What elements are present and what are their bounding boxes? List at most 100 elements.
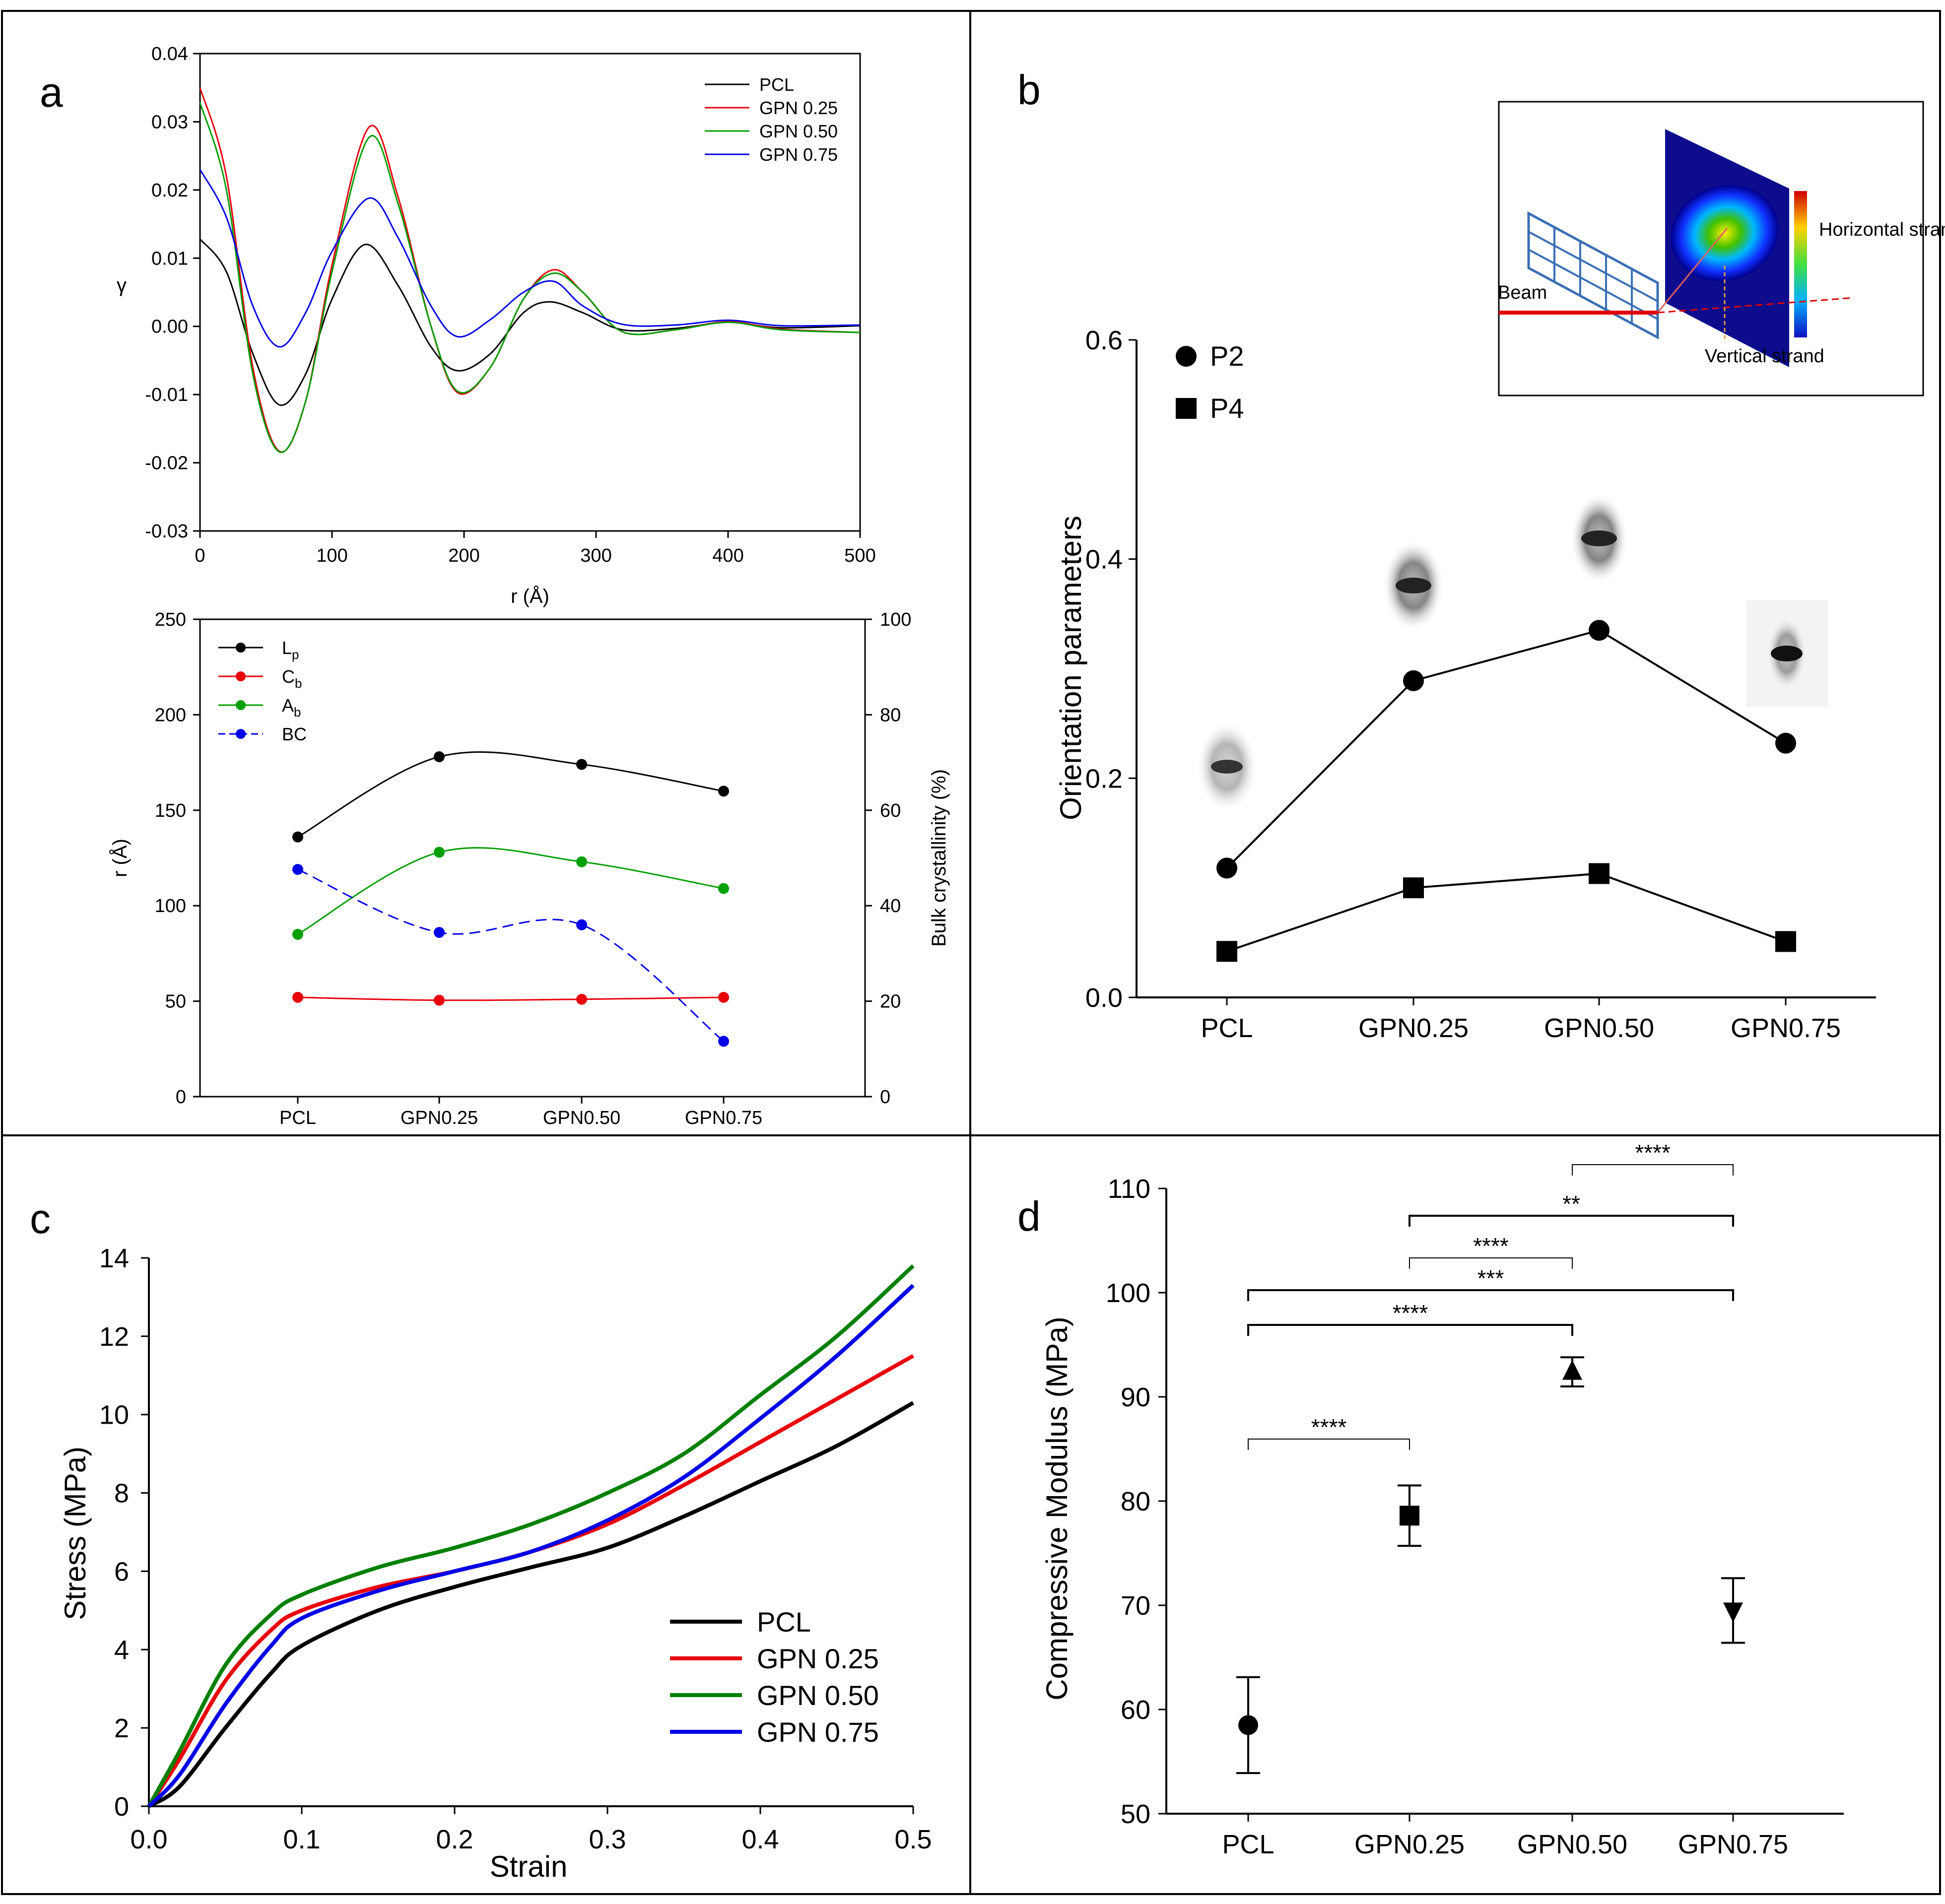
series-line-gpn-0.75 <box>147 1284 915 1808</box>
y-tick-label: 0 <box>176 1087 186 1108</box>
y-tick-label: 70 <box>1121 1591 1150 1621</box>
x-tick-label: 0.3 <box>589 1825 626 1854</box>
plot-frame <box>199 53 861 532</box>
x-tick-label: 300 <box>580 545 611 566</box>
y-axis-label: Stress (MPa) <box>59 1446 92 1620</box>
legend-label: GPN 0.75 <box>759 144 838 165</box>
panel-label-d: d <box>1017 1193 1041 1240</box>
y-axis-label-right: Bulk crystallinity (%) <box>928 769 950 947</box>
y-tick-label: 60 <box>1121 1695 1150 1725</box>
series-line-pcl <box>199 238 861 406</box>
y-tick-label: 0.00 <box>151 317 188 337</box>
legend-marker <box>1176 346 1197 367</box>
legend-label: P4 <box>1210 393 1244 424</box>
legend-label: GPN 0.25 <box>759 98 838 118</box>
y-tick-label: 110 <box>1108 1174 1150 1204</box>
legend-label: PCL <box>759 74 794 95</box>
x-tick-label: GPN0.50 <box>543 1108 620 1128</box>
x-tick-label: GPN0.25 <box>401 1108 478 1128</box>
data-point-bc <box>434 927 445 938</box>
x-tick-label: GPN0.50 <box>1544 1013 1654 1043</box>
data-point-bc <box>718 1036 729 1047</box>
x-tick-label: PCL <box>279 1108 316 1128</box>
data-point-bc <box>292 864 303 875</box>
horizontal-strand-label: Horizontal strand <box>1819 219 1945 240</box>
panel-label-a: a <box>40 69 63 116</box>
panel-label-c: c <box>30 1195 51 1242</box>
significance-label: **** <box>1393 1300 1428 1326</box>
x-tick-label: 0.5 <box>894 1825 932 1854</box>
legend-label: GPN 0.50 <box>757 1680 879 1711</box>
data-point-ab <box>434 847 445 858</box>
data-point-p4 <box>1775 931 1796 952</box>
y-axis-label: Orientation parameters <box>1054 516 1087 820</box>
significance-bracket <box>1408 1215 1734 1227</box>
saxs-pattern-gpn025 <box>1383 540 1444 631</box>
beam-label: Beam <box>1498 282 1547 303</box>
data-point-p4 <box>1216 941 1237 962</box>
x-tick-label: 0.2 <box>436 1825 473 1854</box>
data-point-bc <box>576 919 587 930</box>
y-tick-label: 14 <box>99 1244 129 1273</box>
saxs-pattern-pcl <box>1196 721 1258 812</box>
saxs-pattern-gpn075 <box>1746 600 1828 707</box>
significance-label: **** <box>1473 1233 1509 1259</box>
series-line-gpn-0.50 <box>199 102 861 454</box>
data-point-lp <box>718 786 729 797</box>
x-tick-label: GPN0.75 <box>1731 1013 1841 1043</box>
legend-label: Ab <box>282 695 301 720</box>
x-tick-label: PCL <box>1222 1830 1274 1859</box>
legend-marker <box>236 729 246 739</box>
data-point-cb <box>434 994 445 1006</box>
legend-marker <box>236 643 246 653</box>
data-point-lp <box>434 751 445 763</box>
chart-a-top: 0 100 200 300 400 500 -0.03 -0.02 -0.01 0.00 0.01 0… <box>117 44 876 607</box>
legend-label: Cb <box>282 666 302 691</box>
y-tick-label: 12 <box>99 1322 129 1352</box>
y-tick-label: 250 <box>155 609 186 630</box>
y-tick-label-right: 60 <box>880 800 901 821</box>
legend-label-main: BC <box>282 724 307 744</box>
x-tick-label: 200 <box>448 545 479 566</box>
significance-bracket <box>1572 1164 1734 1176</box>
y-tick-label: 0.02 <box>151 180 188 201</box>
chart-a-bottom: PCL GPN0.25 GPN0.50 GPN0.75 0 50 100 150 200 250 0… <box>109 609 950 1128</box>
data-point-gpn050 <box>1562 1360 1582 1380</box>
y-tick-label-right: 80 <box>880 705 901 725</box>
y-axis-label: Compressive Modulus (MPa) <box>1040 1316 1073 1701</box>
series-line-p4 <box>1226 872 1786 953</box>
legend-label-main: L <box>282 638 292 658</box>
y-tick-label: 0.04 <box>151 44 188 65</box>
legend-label-sub: p <box>292 647 299 662</box>
y-tick-label: 200 <box>155 705 186 725</box>
legend-marker <box>1176 398 1197 419</box>
y-tick-label: 10 <box>99 1400 129 1430</box>
chart-d: 50 60 70 80 90 100 110 PCL GPN0.25 GPN0.50 GPN0.75… <box>1040 1140 1844 1859</box>
data-point-lp <box>292 831 303 843</box>
series-line-bc <box>297 868 724 1042</box>
x-axis-label: Strain <box>490 1850 568 1883</box>
significance-bracket <box>1247 1289 1734 1301</box>
legend-label-main: A <box>282 695 294 716</box>
x-tick-label: 0.0 <box>130 1825 167 1854</box>
x-tick-label: 100 <box>316 545 347 566</box>
legend-label: GPN 0.75 <box>757 1716 879 1748</box>
series-line-p2 <box>1226 629 1787 869</box>
x-tick-label: GPN0.25 <box>1358 1013 1469 1043</box>
x-tick-label: 0.4 <box>741 1825 779 1854</box>
y-tick-label: 6 <box>114 1557 129 1586</box>
chart-c: 0.0 0.1 0.2 0.3 0.4 0.5 0 2 4 6 8 10 12 14 Strain Str… <box>59 1244 932 1883</box>
data-point-lp <box>576 759 587 770</box>
y-tick-label-right: 0 <box>880 1087 890 1108</box>
data-point-ab <box>292 928 303 940</box>
significance-label: ** <box>1562 1191 1580 1217</box>
saxs-pattern-gpn050 <box>1570 493 1628 584</box>
y-tick-label: -0.03 <box>145 521 188 542</box>
data-point-p2 <box>1589 620 1610 641</box>
y-axis-label: γ <box>117 274 127 296</box>
y-tick-label: 0.4 <box>1085 545 1123 575</box>
series-line-pcl <box>147 1401 914 1808</box>
y-tick-label: -0.01 <box>145 385 188 405</box>
data-point-ab <box>718 883 729 894</box>
